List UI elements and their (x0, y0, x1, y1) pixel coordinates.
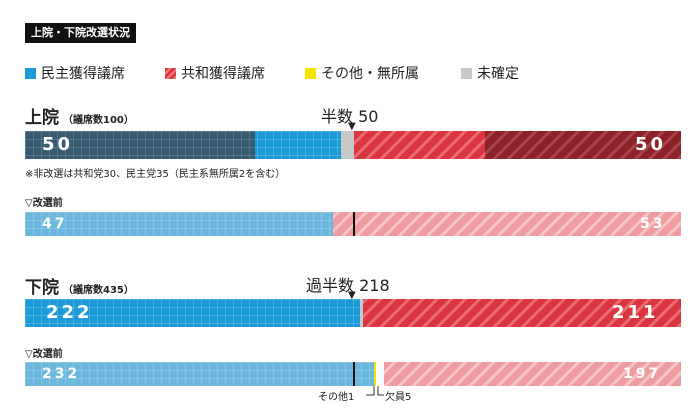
house-prev-rep: 197 (623, 366, 662, 382)
house-dem-total: 222 (46, 302, 93, 323)
senate-title-text: 上院 (25, 108, 59, 128)
legend-label: 未確定 (477, 66, 519, 82)
house-seats-label: （議席数435） (63, 285, 134, 296)
senate-note: ※非改選は共和党30、民主党35（民主系無所属2を含む） (25, 169, 286, 180)
senate-seats-label: （議席数100） (63, 115, 134, 126)
democrat-swatch (25, 67, 36, 79)
house-prev-dem-bar (25, 362, 374, 386)
senate-prev-dem: 47 (42, 216, 68, 232)
senate-dem-noncontested-bar (25, 131, 255, 159)
house-leader-lines (366, 386, 384, 396)
senate-undetermined-bar (341, 131, 354, 159)
senate-current-bar (25, 131, 681, 159)
senate-previous-bar (25, 212, 681, 236)
house-prev-rep-bar (384, 362, 681, 386)
senate-prev-rep: 53 (640, 216, 666, 232)
house-current-bar (25, 299, 681, 327)
house-rep-total: 211 (612, 302, 659, 323)
house-title-text: 下院 (25, 278, 59, 298)
senate-dem-total: 50 (42, 134, 74, 155)
legend-label: 共和獲得議席 (181, 66, 265, 82)
house-title: 下院 （議席数435） (25, 273, 134, 298)
legend-item-democrat: 民主獲得議席 (25, 64, 125, 82)
house-prev-vacant-bar (376, 362, 384, 386)
senate-majority-line (353, 212, 355, 236)
house-majority-label: 過半数 218 (306, 276, 390, 295)
legend-label: その他・無所属 (321, 66, 419, 82)
house-prev-other-bar (374, 362, 376, 386)
senate-prev-label: ▽改選前 (25, 198, 63, 209)
senate-title: 上院 （議席数100） (25, 103, 134, 128)
republican-swatch (165, 67, 176, 79)
house-previous-bar (25, 362, 681, 386)
legend-label: 民主獲得議席 (41, 66, 125, 82)
senate-rep-noncontested-bar (485, 131, 681, 159)
undetermined-swatch (461, 67, 472, 79)
senate-rep-total: 50 (635, 134, 667, 155)
legend-item-undetermined: 未確定 (461, 64, 519, 82)
senate-majority-label: 半数 50 (321, 107, 379, 126)
house-vacant-label: 欠員5 (385, 392, 412, 403)
house-prev-label: ▽改選前 (25, 349, 63, 360)
senate-majority-arrow: ▼ (348, 121, 356, 132)
house-majority-arrow: ▼ (348, 290, 356, 301)
senate-prev-rep-bar (333, 212, 681, 236)
senate-rep-won-bar (354, 131, 485, 159)
house-other-label: その他1 (318, 392, 355, 403)
legend-item-other: その他・無所属 (305, 64, 419, 82)
house-prev-dem: 232 (42, 366, 81, 382)
legend-item-republican: 共和獲得議席 (165, 64, 265, 82)
senate-prev-dem-bar (25, 212, 333, 236)
other-swatch (305, 67, 316, 79)
house-majority-line (353, 362, 355, 386)
house-undetermined-bar (360, 299, 363, 327)
senate-dem-won-bar (255, 131, 341, 159)
house-rep-bar (363, 299, 681, 327)
section-badge: 上院・下院改選状況 (25, 23, 136, 43)
house-dem-bar (25, 299, 360, 327)
